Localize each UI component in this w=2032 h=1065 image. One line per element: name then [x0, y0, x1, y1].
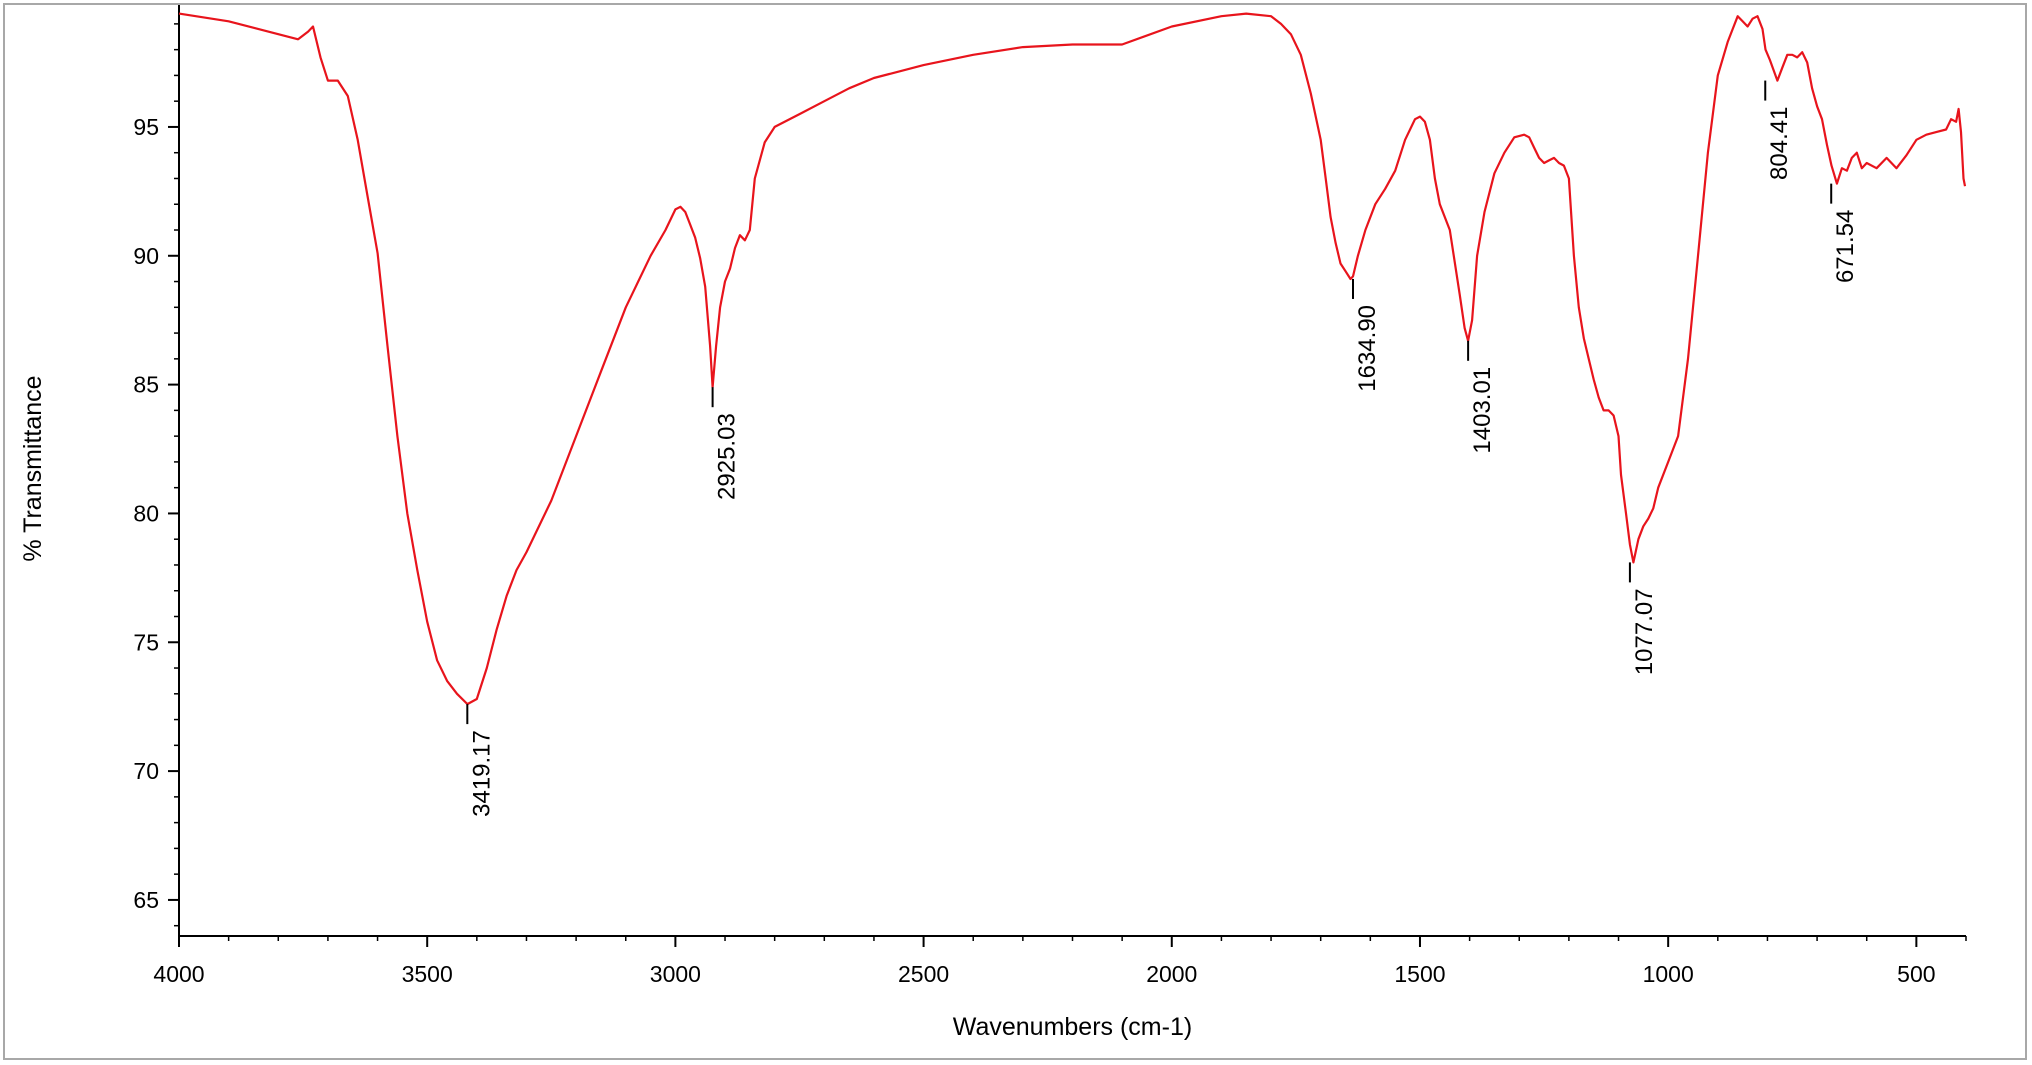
peak-label: 1077.07	[1631, 588, 1658, 675]
peak-label: 804.41	[1766, 107, 1793, 180]
x-tick-label: 1500	[1394, 961, 1445, 987]
x-axis-ticks: 4000 3500 3000 2500 2000 1500 1000 500	[153, 936, 1936, 987]
x-tick-label: 3000	[650, 961, 701, 987]
x-tick-label: 2000	[1146, 961, 1197, 987]
axes	[178, 5, 1966, 937]
peak-label: 1403.01	[1469, 367, 1496, 454]
peak-label: 3419.17	[468, 730, 495, 817]
peak-label: 1634.90	[1354, 305, 1381, 392]
y-tick-label: 70	[133, 758, 159, 784]
spectrum-line	[178, 12, 1967, 706]
ir-spectrum-chart: 65 70 75 80 85 90 95 4000 3500 3000 2500 2000 1500 1…	[19, 5, 1967, 1041]
chart-frame: 65 70 75 80 85 90 95 4000 3500 3000 2500 2000 1500 1…	[3, 3, 2027, 1060]
peak-annotations: 3419.17 2925.03 1634.90 1403.01 1077.07 804.4…	[466, 80, 1859, 817]
x-axis-title: Wavenumbers (cm-1)	[953, 1013, 1192, 1041]
x-tick-label: 2500	[898, 961, 949, 987]
y-tick-label: 75	[133, 629, 159, 655]
minor-ticks	[174, 23, 1967, 941]
y-axis-ticks: 65 70 75 80 85 90 95	[133, 114, 179, 913]
peak-label: 671.54	[1832, 210, 1859, 283]
y-axis-title: % Transmittance	[19, 375, 47, 561]
peak-label: 2925.03	[714, 413, 741, 500]
x-tick-label: 500	[1897, 961, 1935, 987]
y-tick-label: 65	[133, 887, 159, 913]
y-tick-label: 80	[133, 500, 159, 526]
y-tick-label: 95	[133, 114, 159, 140]
x-tick-label: 4000	[153, 961, 204, 987]
y-tick-label: 90	[133, 243, 159, 269]
y-tick-label: 85	[133, 372, 159, 398]
x-tick-label: 3500	[402, 961, 453, 987]
x-tick-label: 1000	[1643, 961, 1694, 987]
